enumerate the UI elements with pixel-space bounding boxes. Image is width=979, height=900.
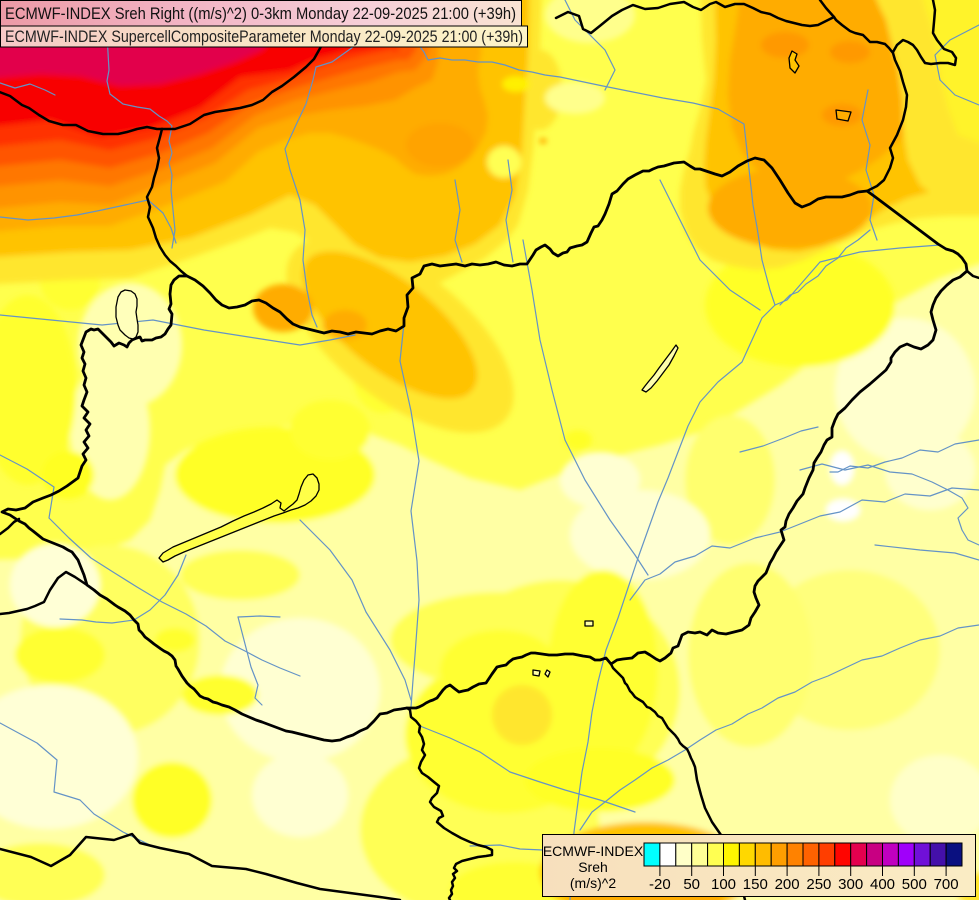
svg-text:300: 300 xyxy=(838,876,863,893)
svg-text:500: 500 xyxy=(902,876,927,893)
svg-text:(m/s)^2: (m/s)^2 xyxy=(570,875,616,891)
svg-text:700: 700 xyxy=(934,876,959,893)
svg-text:150: 150 xyxy=(743,876,768,893)
svg-text:Sreh: Sreh xyxy=(578,859,608,875)
svg-text:-20: -20 xyxy=(649,876,671,893)
svg-text:50: 50 xyxy=(683,876,700,893)
svg-text:ECMWF-INDEX Sreh Right ((m/s)^: ECMWF-INDEX Sreh Right ((m/s)^2) 0-3km M… xyxy=(5,4,516,23)
svg-text:ECMWF-INDEX: ECMWF-INDEX xyxy=(543,843,644,859)
svg-text:250: 250 xyxy=(806,876,831,893)
svg-text:400: 400 xyxy=(870,876,895,893)
svg-text:100: 100 xyxy=(711,876,736,893)
svg-text:200: 200 xyxy=(775,876,800,893)
svg-text:ECMWF-INDEX SupercellComposite: ECMWF-INDEX SupercellCompositeParameter … xyxy=(5,27,523,46)
